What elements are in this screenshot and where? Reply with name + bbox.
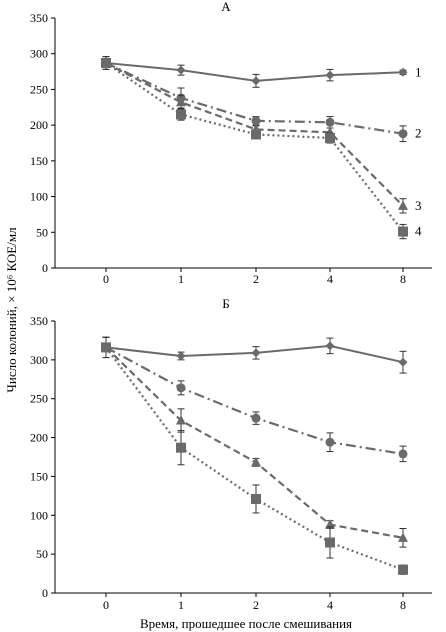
data-point [251,413,261,423]
data-point [176,109,186,120]
y-tick-label: 300 [30,353,48,367]
y-axis-label: Число колоний, × 10⁶ КОЕ/мл [4,227,19,393]
series-line [105,62,404,233]
y-tick-label: 200 [30,118,48,132]
y-tick-label: 50 [36,225,48,239]
series-label: 3 [415,198,422,213]
panel-title: А [221,0,231,14]
data-point [251,493,261,504]
data-point [176,65,186,75]
y-tick-label: 50 [36,547,48,561]
y-tick-label: 150 [30,469,48,483]
x-tick-label: 2 [253,598,259,612]
y-tick-label: 300 [30,47,48,61]
data-point [176,414,186,425]
x-tick-label: 2 [253,272,259,286]
data-point [325,437,335,447]
data-point [176,442,186,453]
data-point [325,70,335,80]
y-tick-label: 100 [30,190,48,204]
y-tick-label: 200 [30,431,48,445]
data-point [398,357,408,367]
series-label: 1 [415,64,422,79]
data-point [325,133,335,143]
y-tick-label: 0 [42,586,48,600]
data-point [325,117,335,127]
x-tick-label: 8 [400,272,406,286]
data-point [101,342,111,353]
x-tick-label: 4 [327,598,333,612]
data-point [325,341,335,351]
y-tick-label: 250 [30,392,48,406]
data-point [251,129,261,140]
x-tick-label: 1 [178,598,184,612]
y-tick-label: 150 [30,154,48,168]
data-point [325,537,335,548]
data-point [251,456,261,467]
data-point [325,519,335,529]
series-line [105,62,404,207]
data-point [398,129,408,139]
x-tick-label: 1 [178,272,184,286]
data-point [398,449,408,459]
data-point [251,116,261,126]
panel-title: Б [222,296,229,311]
y-tick-label: 100 [30,508,48,522]
panel-b: Б 0 50 100 150 200 250 300 350 0 1 2 4 8 [30,296,432,612]
y-tick-label: 350 [30,314,48,328]
data-point [101,58,111,68]
series-line [105,346,404,539]
y-tick-label: 350 [30,11,48,25]
x-axis-label: Время, прошедшее после смешивания [140,616,352,631]
data-point [176,96,186,107]
data-point [176,383,186,393]
data-point [398,226,408,237]
y-tick-label: 250 [30,82,48,96]
series-line [105,346,404,455]
data-point [398,67,408,77]
data-point [398,532,408,542]
series-label: 2 [415,126,422,141]
y-tick-label: 0 [42,261,48,275]
x-tick-label: 4 [327,272,333,286]
x-tick-label: 0 [103,272,109,286]
data-point [398,564,408,575]
data-point [251,76,261,86]
x-tick-label: 8 [400,598,406,612]
data-point [176,351,186,361]
data-point [251,348,261,358]
x-tick-label: 0 [103,598,109,612]
series-label: 4 [415,224,422,239]
data-point [398,200,408,210]
